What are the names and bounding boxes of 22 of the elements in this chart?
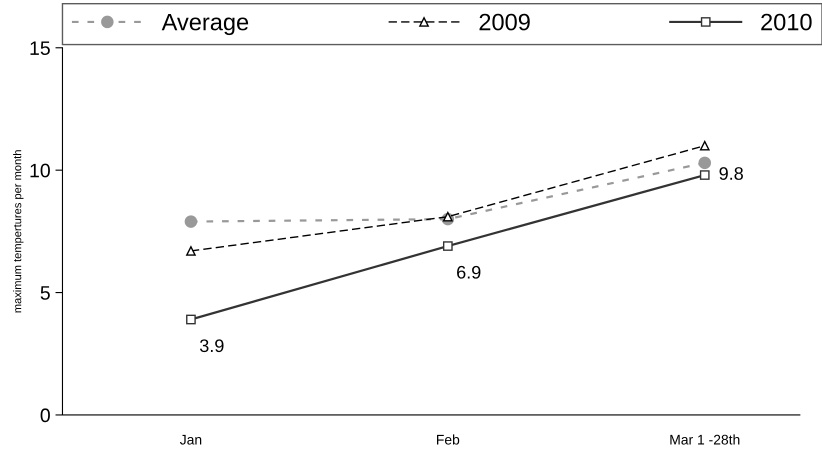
point [186, 314, 196, 324]
point [442, 241, 453, 251]
point [184, 215, 198, 228]
y-axis-title: maximum tempertures per month [13, 150, 24, 312]
data-label: 3.9 [200, 339, 224, 352]
point [700, 140, 710, 151]
data-label: 6.9 [457, 266, 480, 279]
x-tick-label: Feb [437, 434, 460, 445]
x-tick-label: Mar 1 -28th [670, 434, 740, 445]
data-label: 9.8 [719, 167, 743, 180]
legend-label: 2010 [761, 14, 812, 30]
legend-label: 2009 [480, 14, 530, 30]
point [698, 156, 711, 170]
x-tick-label: Jan [180, 434, 202, 445]
y-tick-label: 0 [40, 408, 50, 422]
point [442, 212, 453, 222]
y-tick-label: 10 [30, 164, 50, 178]
point [700, 170, 710, 180]
y-tick-label: 15 [30, 41, 50, 56]
y-tick-label: 5 [40, 286, 50, 300]
legend-label: Average [162, 14, 248, 36]
point [186, 246, 196, 256]
